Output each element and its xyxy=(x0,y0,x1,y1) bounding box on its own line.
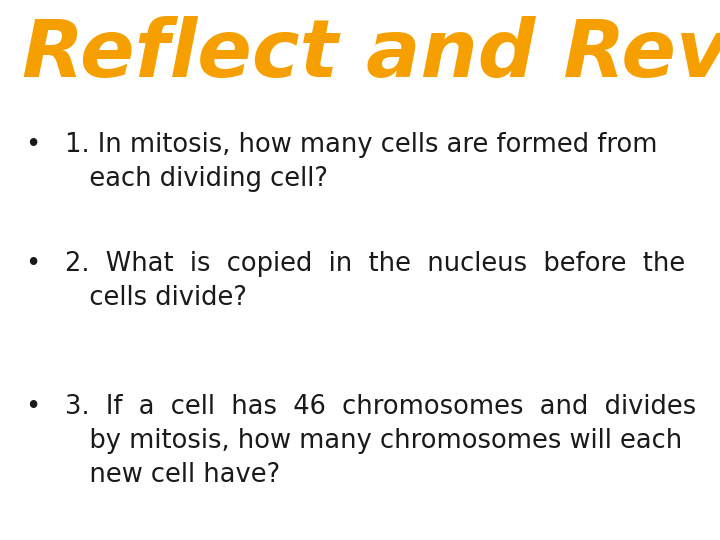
Text: 2.  What  is  copied  in  the  nucleus  before  the
   cells divide?: 2. What is copied in the nucleus before … xyxy=(65,251,685,311)
Text: •: • xyxy=(25,251,40,277)
Text: 3.  If  a  cell  has  46  chromosomes  and  divides
   by mitosis, how many chro: 3. If a cell has 46 chromosomes and divi… xyxy=(65,394,696,488)
Text: 1. In mitosis, how many cells are formed from
   each dividing cell?: 1. In mitosis, how many cells are formed… xyxy=(65,132,657,192)
Text: Reflect and Review: Reflect and Review xyxy=(22,16,720,94)
Text: •: • xyxy=(25,394,40,420)
Text: •: • xyxy=(25,132,40,158)
